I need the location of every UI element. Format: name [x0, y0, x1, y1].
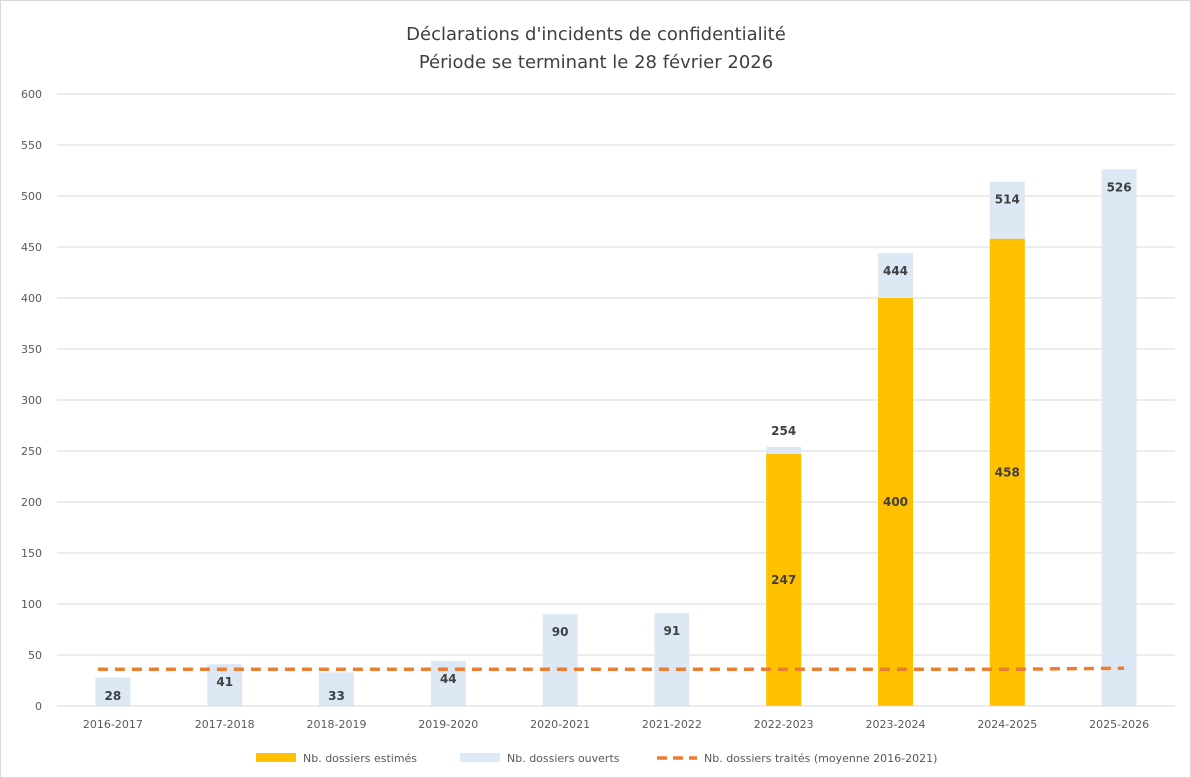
bar-ouverts	[319, 672, 354, 706]
y-axis: 0 50 100 150 200 250 300 350 400 450 500 550 600	[21, 88, 42, 713]
y-tick-label: 500	[21, 190, 42, 203]
x-tick-label: 2025-2026	[1089, 718, 1149, 731]
data-labels: 28 41 33 44 90 91 254 444 514 526 247 400 458	[105, 180, 1132, 703]
x-tick-label: 2016-2017	[83, 718, 143, 731]
x-tick-label: 2022-2023	[754, 718, 814, 731]
data-label-ouverts: 254	[771, 424, 796, 438]
bar-ouverts	[207, 664, 243, 706]
x-tick-label: 2021-2022	[642, 718, 702, 731]
y-tick-label: 300	[21, 394, 42, 407]
data-label-ouverts: 514	[995, 193, 1020, 207]
bar-ouverts	[95, 677, 131, 706]
y-tick-label: 400	[21, 292, 42, 305]
x-tick-label: 2018-2019	[307, 718, 367, 731]
chart-title: Déclarations d'incidents de confidential…	[406, 24, 786, 45]
bars	[95, 169, 1137, 707]
y-tick-label: 0	[35, 700, 42, 713]
y-tick-label: 450	[21, 241, 42, 254]
bar-ouverts	[654, 613, 690, 706]
x-tick-label: 2019-2020	[418, 718, 478, 731]
x-tick-label: 2020-2021	[530, 718, 590, 731]
y-tick-label: 350	[21, 343, 42, 356]
bar-estimes	[878, 298, 913, 706]
y-tick-label: 250	[21, 445, 42, 458]
x-tick-label: 2024-2025	[977, 718, 1037, 731]
x-axis: 2016-2017 2017-2018 2018-2019 2019-2020 2020…	[57, 705, 1175, 731]
legend: Nb. dossiers estimés Nb. dossiers ouverts…	[256, 752, 937, 765]
y-tick-label: 50	[28, 649, 42, 662]
legend-label: Nb. dossiers traités (moyenne 2016-2021)	[704, 752, 937, 765]
data-label-ouverts: 28	[105, 689, 122, 703]
data-label-ouverts: 526	[1107, 180, 1132, 194]
y-tick-label: 550	[21, 139, 42, 152]
data-label-ouverts: 44	[440, 672, 457, 686]
y-tick-label: 600	[21, 88, 42, 101]
x-tick-label: 2023-2024	[866, 718, 926, 731]
data-label-ouverts: 41	[216, 675, 233, 689]
bar-estimes	[766, 454, 802, 706]
bar-ouverts	[542, 614, 578, 706]
y-tick-label: 200	[21, 496, 42, 509]
data-label-estimes: 400	[883, 495, 908, 509]
x-tick-label: 2017-2018	[195, 718, 255, 731]
bar-ouverts	[1101, 169, 1137, 707]
data-label-ouverts: 91	[664, 624, 681, 638]
average-line-path	[97, 666, 1125, 672]
legend-swatch	[460, 753, 500, 762]
data-label-ouverts: 33	[328, 689, 345, 703]
legend-label: Nb. dossiers ouverts	[507, 752, 620, 765]
data-label-estimes: 247	[771, 573, 796, 587]
data-label-ouverts: 444	[883, 264, 908, 278]
legend-swatch	[256, 753, 296, 762]
bar-estimes	[989, 238, 1025, 706]
legend-label: Nb. dossiers estimés	[303, 752, 417, 765]
average-line	[97, 666, 1125, 672]
chart-subtitle: Période se terminant le 28 février 2026	[419, 52, 773, 73]
y-tick-label: 150	[21, 547, 42, 560]
y-tick-label: 100	[21, 598, 42, 611]
data-label-estimes: 458	[995, 465, 1020, 479]
data-label-ouverts: 90	[552, 625, 569, 639]
